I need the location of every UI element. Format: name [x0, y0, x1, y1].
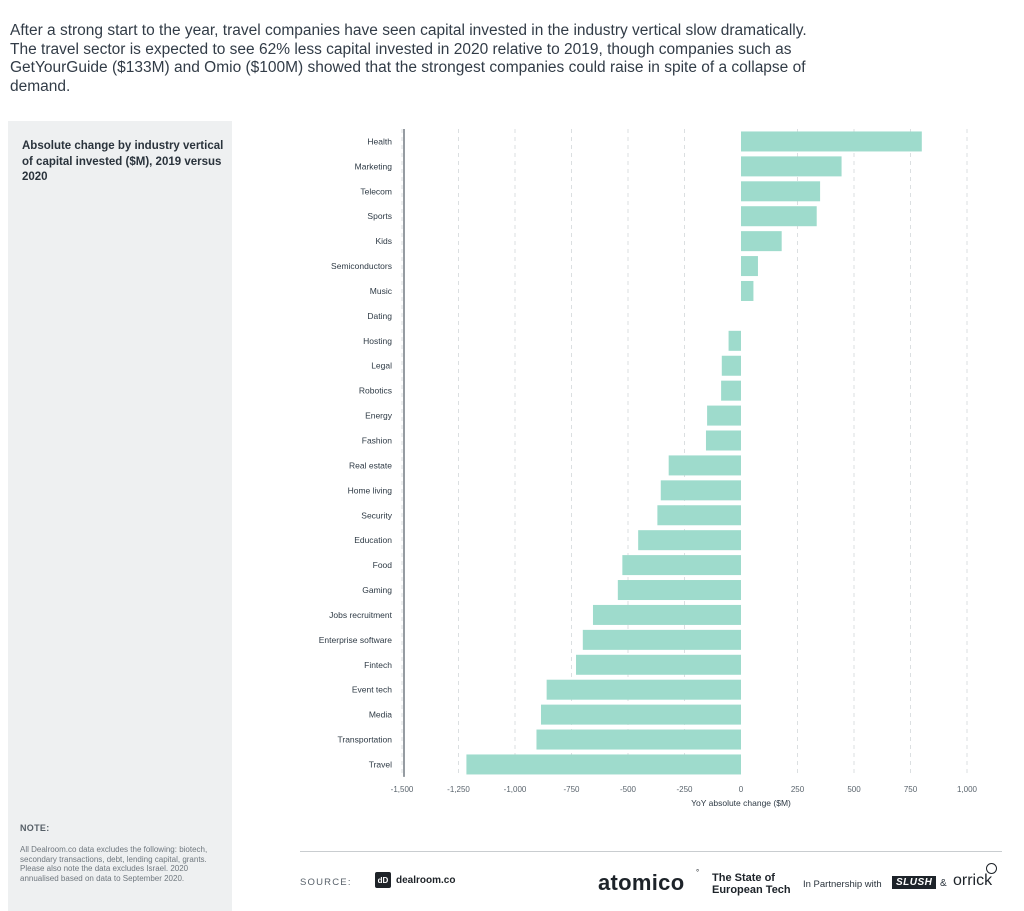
x-tick-label: -750 — [563, 785, 580, 794]
x-tick-label: 500 — [847, 785, 861, 794]
atomico-logo[interactable]: atomico — [598, 870, 685, 895]
atomico-mark-icon: ° — [696, 868, 700, 877]
category-label: Semiconductors — [331, 261, 392, 271]
bar-fashion — [705, 430, 741, 451]
bar-energy — [707, 405, 741, 426]
category-label: Music — [370, 286, 393, 296]
sidebar-panel — [8, 121, 232, 911]
tick-label-layer: -1,500 -1,250 -1,000 -750 -500 -250 0 250 500 750… — [391, 785, 978, 794]
bar-telecom — [741, 181, 821, 202]
note-heading: NOTE: — [20, 823, 50, 833]
bar-gaming — [617, 580, 741, 601]
category-label-layer: Health Marketing Telecom Sports Kids Semicond… — [319, 136, 393, 769]
category-label: Food — [373, 560, 393, 570]
category-label: Home living — [348, 485, 393, 495]
footer-divider — [300, 851, 1002, 852]
category-label: Education — [354, 535, 392, 545]
orrick-ring-icon — [986, 863, 997, 874]
bar-education — [638, 530, 741, 551]
bar-enterprise-software — [582, 629, 741, 650]
intro-paragraph: After a strong start to the year, travel… — [10, 22, 807, 95]
dealroom-icon: dD — [375, 872, 391, 888]
category-label: Fashion — [362, 436, 393, 446]
note-text: All Dealroom.co data excludes the follow… — [20, 845, 208, 883]
bar-hosting — [728, 330, 741, 351]
bar-jobs-recruitment — [592, 604, 741, 625]
category-label: Travel — [369, 759, 392, 769]
partnership-text: In Partnership with — [803, 879, 882, 890]
bar-robotics — [721, 380, 741, 401]
bar-layer — [466, 131, 922, 775]
report-title-line2: European Tech — [712, 883, 791, 896]
x-tick-label: -1,250 — [447, 785, 470, 794]
x-tick-label: -1,500 — [391, 785, 414, 794]
bar-transportation — [536, 729, 741, 750]
x-tick-label: 750 — [904, 785, 918, 794]
bar-marketing — [741, 156, 842, 177]
category-label: Real estate — [349, 460, 392, 470]
x-tick-label: 1,000 — [957, 785, 978, 794]
category-label: Kids — [375, 236, 392, 246]
category-label: Transportation — [338, 735, 393, 745]
bar-real-estate — [668, 455, 741, 476]
x-tick-label: -500 — [620, 785, 637, 794]
orrick-logo[interactable]: orrick — [953, 872, 993, 889]
bar-music — [741, 280, 754, 301]
bar-travel — [466, 754, 741, 775]
bar-fintech — [576, 654, 741, 675]
category-label: Jobs recruitment — [329, 610, 392, 620]
x-axis-label: YoY absolute change ($M) — [691, 798, 791, 808]
report-title-line1: The State of — [712, 872, 775, 884]
bar-event-tech — [546, 679, 741, 700]
category-label: Dating — [367, 311, 392, 321]
grid-layer — [401, 129, 968, 777]
bar-health — [741, 131, 922, 152]
report-title: The State of European Tech — [712, 872, 791, 896]
slush-logo[interactable]: SLUSH — [892, 876, 937, 889]
category-label: Legal — [371, 361, 392, 371]
category-label: Robotics — [359, 386, 392, 396]
dealroom-logo[interactable]: dD dealroom.co — [375, 872, 455, 888]
bar-sports — [741, 206, 817, 227]
bar-food — [622, 555, 741, 576]
bar-semiconductors — [741, 256, 758, 277]
category-label: Gaming — [362, 585, 392, 595]
x-tick-label: 250 — [791, 785, 805, 794]
category-label: Sports — [367, 211, 392, 221]
category-label: Marketing — [355, 161, 393, 171]
x-tick-label: 0 — [739, 785, 744, 794]
bar-legal — [721, 355, 741, 376]
bar-home-living — [660, 480, 741, 501]
category-label: Hosting — [363, 336, 392, 346]
category-label: Energy — [365, 411, 393, 421]
category-label: Telecom — [360, 186, 392, 196]
x-tick-label: -1,000 — [504, 785, 527, 794]
ampersand: & — [940, 878, 947, 889]
bar-kids — [741, 231, 782, 252]
source-label: SOURCE: — [300, 877, 352, 888]
bar-chart: Health Marketing Telecom Sports Kids Semicond… — [319, 129, 978, 808]
category-label: Media — [369, 710, 392, 720]
category-label: Health — [367, 136, 392, 146]
chart-title: Absolute change by industry vertical of … — [22, 140, 224, 183]
category-label: Enterprise software — [319, 635, 392, 645]
category-label: Fintech — [364, 660, 392, 670]
category-label: Security — [361, 510, 392, 520]
bar-media — [540, 704, 741, 725]
category-label: Event tech — [352, 685, 392, 695]
dealroom-name: dealroom.co — [396, 874, 456, 886]
x-tick-label: -250 — [676, 785, 693, 794]
bar-security — [657, 505, 741, 526]
